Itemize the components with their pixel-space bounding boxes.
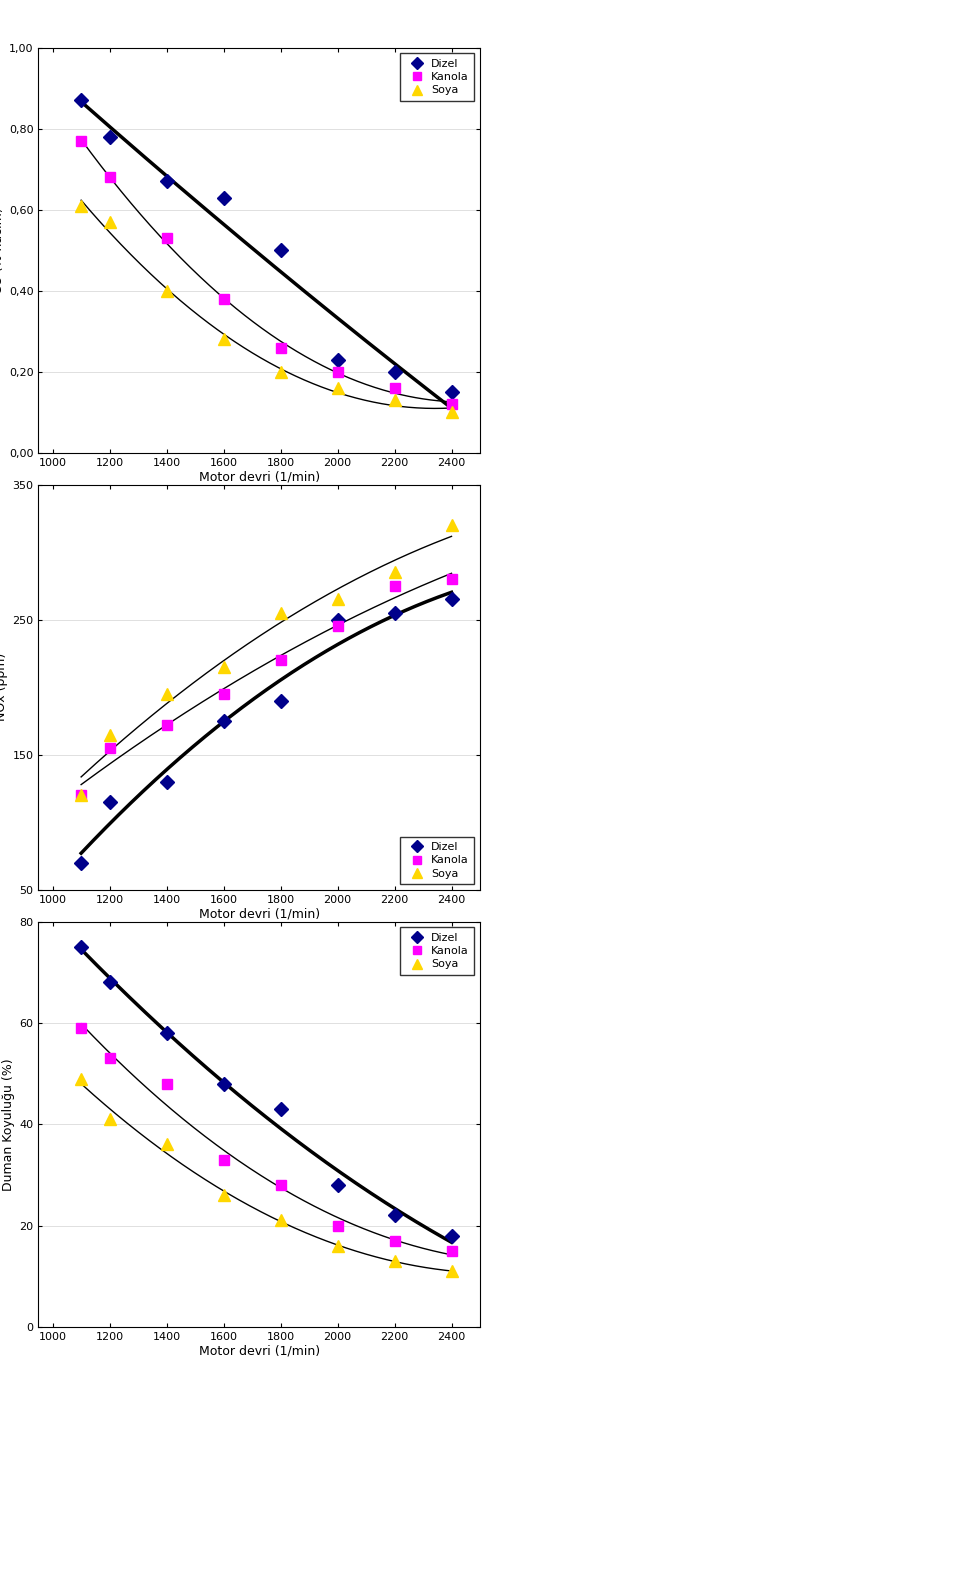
Y-axis label: NOx (ppm): NOx (ppm)	[0, 653, 9, 721]
Legend: Dizel, Kanola, Soya: Dizel, Kanola, Soya	[400, 926, 474, 976]
Y-axis label: CO (% hacim): CO (% hacim)	[0, 207, 5, 294]
X-axis label: Motor devri (1/min): Motor devri (1/min)	[199, 1344, 320, 1357]
X-axis label: Motor devri (1/min): Motor devri (1/min)	[199, 907, 320, 920]
Legend: Dizel, Kanola, Soya: Dizel, Kanola, Soya	[400, 836, 474, 885]
Legend: Dizel, Kanola, Soya: Dizel, Kanola, Soya	[400, 52, 474, 102]
X-axis label: Motor devri (1/min): Motor devri (1/min)	[199, 470, 320, 483]
Y-axis label: Duman Koyuluğu (%): Duman Koyuluğu (%)	[2, 1058, 15, 1190]
